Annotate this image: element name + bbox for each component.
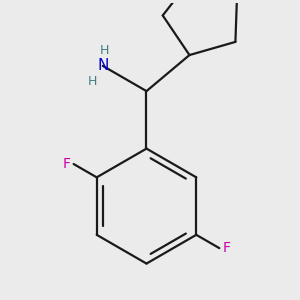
Text: H: H: [100, 44, 110, 57]
Text: H: H: [88, 75, 97, 88]
Text: N: N: [97, 58, 109, 74]
Text: F: F: [62, 157, 70, 171]
Text: F: F: [223, 241, 231, 255]
